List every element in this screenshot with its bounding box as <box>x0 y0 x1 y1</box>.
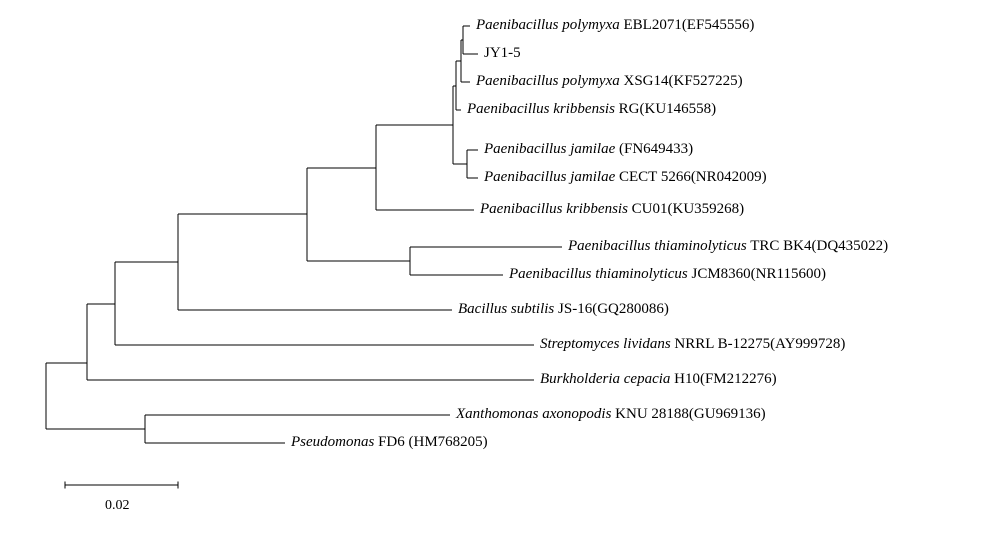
species-name: thiaminolyticus <box>595 266 688 282</box>
leaf-label: Xanthomonas axonopodis KNU 28188(GU96913… <box>456 407 766 422</box>
strain-accession: CU01(KU359268) <box>632 201 745 217</box>
strain-accession: (FN649433) <box>619 141 693 157</box>
strain-accession: KNU 28188(GU969136) <box>615 406 765 422</box>
species-name: polymyxa <box>562 73 619 89</box>
leaf-label: Paenibacillus kribbensis CU01(KU359268) <box>480 202 744 217</box>
strain-accession: FD6 (HM768205) <box>378 434 488 450</box>
taxon-name: Bacillus <box>458 301 507 317</box>
leaf-label: Paenibacillus jamilae (FN649433) <box>484 142 693 157</box>
strain-accession: H10(FM212276) <box>674 371 777 387</box>
strain-accession: XSG14(KF527225) <box>623 73 742 89</box>
taxon-name: Pseudomonas <box>291 434 374 450</box>
leaf-label: Bacillus subtilis JS-16(GQ280086) <box>458 302 669 317</box>
leaf-label: Paenibacillus jamilae CECT 5266(NR042009… <box>484 170 767 185</box>
species-name: kribbensis <box>566 201 628 217</box>
taxon-name: Streptomyces <box>540 336 619 352</box>
taxon-name: Paenibacillus <box>568 238 651 254</box>
leaf-label: Paenibacillus thiaminolyticus JCM8360(NR… <box>509 267 826 282</box>
strain-accession: EBL2071(EF545556) <box>623 17 754 33</box>
species-name: subtilis <box>511 301 554 317</box>
taxon-name: Paenibacillus <box>467 101 550 117</box>
leaf-label: Paenibacillus kribbensis RG(KU146558) <box>467 102 716 117</box>
strain-accession: CECT 5266(NR042009) <box>619 169 767 185</box>
taxon-name: Paenibacillus <box>476 73 559 89</box>
leaf-label: JY1-5 <box>484 46 521 61</box>
leaf-label: Paenibacillus polymyxa XSG14(KF527225) <box>476 74 743 89</box>
leaf-label: Pseudomonas FD6 (HM768205) <box>291 435 488 450</box>
strain-accession: NRRL B-12275(AY999728) <box>674 336 845 352</box>
taxon-name: Xanthomonas <box>456 406 539 422</box>
species-name: cepacia <box>624 371 671 387</box>
leaf-label: Streptomyces lividans NRRL B-12275(AY999… <box>540 337 845 352</box>
species-name: axonopodis <box>542 406 611 422</box>
species-name: lividans <box>623 336 671 352</box>
species-name: kribbensis <box>553 101 615 117</box>
taxon-name: Paenibacillus <box>509 266 592 282</box>
scale-bar-label: 0.02 <box>105 498 130 514</box>
strain-accession: JCM8360(NR115600) <box>692 266 826 282</box>
species-name: jamilae <box>570 169 615 185</box>
leaf-label: Paenibacillus thiaminolyticus TRC BK4(DQ… <box>568 239 888 254</box>
taxon-name: Paenibacillus <box>484 169 567 185</box>
strain-accession: JY1-5 <box>484 45 521 61</box>
taxon-name: Paenibacillus <box>480 201 563 217</box>
strain-accession: RG(KU146558) <box>619 101 717 117</box>
species-name: polymyxa <box>562 17 619 33</box>
leaf-label: Paenibacillus polymyxa EBL2071(EF545556) <box>476 18 754 33</box>
species-name: thiaminolyticus <box>654 238 747 254</box>
leaf-label: Burkholderia cepacia H10(FM212276) <box>540 372 777 387</box>
taxon-name: Paenibacillus <box>484 141 567 157</box>
taxon-name: Burkholderia <box>540 371 620 387</box>
species-name: jamilae <box>570 141 615 157</box>
taxon-name: Paenibacillus <box>476 17 559 33</box>
strain-accession: TRC BK4(DQ435022) <box>750 238 888 254</box>
strain-accession: JS-16(GQ280086) <box>558 301 669 317</box>
phylogenetic-tree-figure: Paenibacillus polymyxa EBL2071(EF545556)… <box>0 0 1000 533</box>
